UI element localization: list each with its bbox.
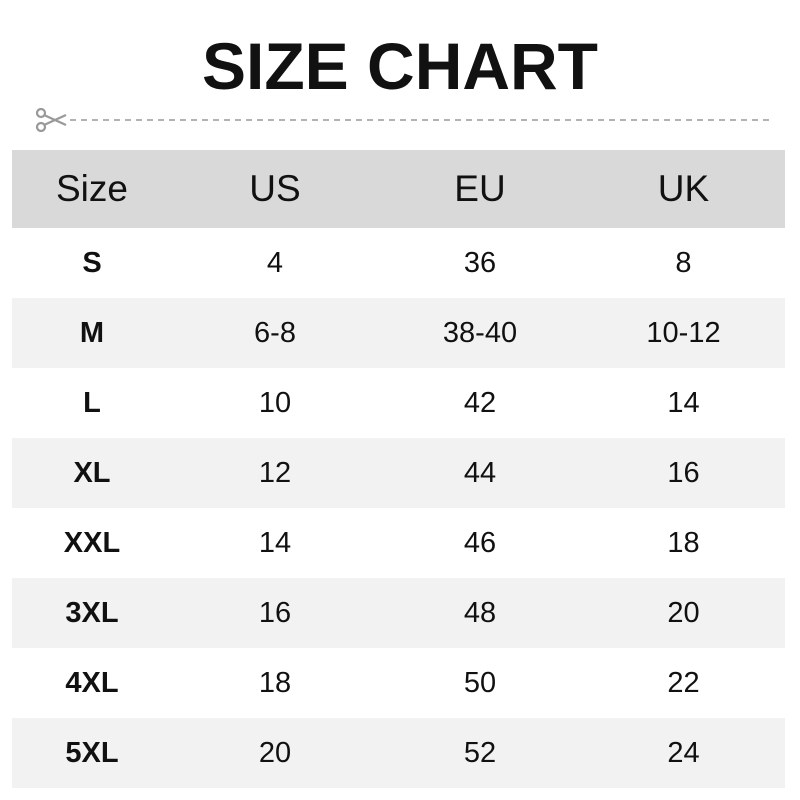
cell-eu: 36 [463, 246, 497, 279]
cell-uk: 10-12 [646, 316, 721, 349]
cell-us: 20 [258, 736, 292, 769]
cell-uk: 16 [667, 456, 700, 489]
cell-us: 14 [258, 526, 292, 559]
table-row: S 4 36 8 [12, 228, 785, 298]
table-row: M 6-8 38-40 10-12 [12, 298, 785, 368]
table-row: L 10 42 14 [12, 368, 785, 438]
cell-size: 5XL [65, 736, 119, 769]
table-row: XL 12 44 16 [12, 438, 785, 508]
cell-size: XL [73, 456, 111, 489]
cell-size: 3XL [65, 596, 119, 629]
cell-eu: 50 [463, 666, 497, 699]
cell-eu: 38-40 [442, 316, 518, 349]
header-eu: EU [454, 168, 506, 209]
cell-us: 16 [258, 596, 292, 629]
table-row: XXL 14 46 18 [12, 508, 785, 578]
cell-size: S [82, 246, 102, 279]
cell-eu: 42 [463, 386, 497, 419]
cell-uk: 20 [667, 596, 700, 629]
scissors-icon [35, 108, 67, 132]
cell-eu: 52 [463, 736, 497, 769]
header-uk: UK [657, 168, 710, 209]
cut-line [35, 108, 769, 132]
size-table: Size US EU UK S 4 36 8 M 6-8 38-40 10-12 L 10 42 14… [12, 150, 785, 788]
cell-size: XXL [63, 526, 121, 559]
cell-eu: 44 [463, 456, 497, 489]
cell-us: 10 [258, 386, 292, 419]
cell-size: 4XL [65, 666, 119, 699]
cell-us: 4 [266, 246, 284, 279]
cell-us: 18 [258, 666, 292, 699]
cell-us: 6-8 [254, 316, 296, 349]
table-row: 4XL 18 50 22 [12, 648, 785, 718]
cell-uk: 18 [667, 526, 700, 559]
cell-uk: 14 [667, 386, 700, 419]
cell-eu: 48 [463, 596, 497, 629]
cell-uk: 8 [675, 246, 692, 279]
page-title: SIZE CHART [202, 29, 598, 103]
header-size: Size [56, 168, 128, 209]
table-header-row: Size US EU UK [12, 150, 785, 228]
cell-size: L [83, 386, 101, 419]
cell-us: 12 [258, 456, 292, 489]
table-row: 3XL 16 48 20 [12, 578, 785, 648]
cell-uk: 22 [667, 666, 700, 699]
header-us: US [249, 168, 301, 209]
cell-eu: 46 [463, 526, 497, 559]
cell-size: M [79, 316, 105, 349]
cell-uk: 24 [667, 736, 700, 769]
table-row: 5XL 20 52 24 [12, 718, 785, 788]
